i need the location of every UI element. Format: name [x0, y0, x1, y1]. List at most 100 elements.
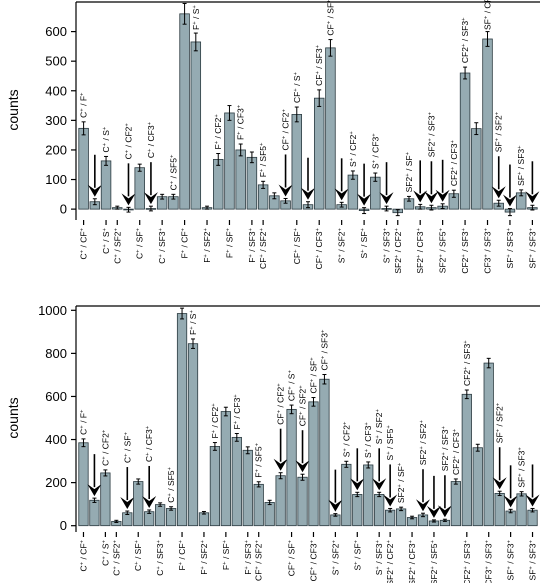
arrow-head	[503, 495, 518, 508]
x-tick-label: S+ / SF3+	[374, 539, 384, 575]
bar-annotation: CF2+ / CF3+	[449, 140, 459, 187]
x-tick-label: CF+ / SF2+	[258, 227, 268, 268]
bar	[341, 463, 352, 527]
bar	[176, 313, 188, 527]
bar-annotation: SF+ / SF2+	[494, 111, 504, 152]
bar-annotation: SF2+ / SF3+	[426, 112, 436, 158]
bar-annotation: CF+ / S+	[287, 370, 297, 402]
y-tick-label: 600	[45, 24, 67, 39]
bar-annotation: S+ / CF3+	[363, 422, 373, 458]
arrow-head	[491, 186, 506, 199]
bar	[224, 112, 235, 210]
bar	[231, 436, 242, 527]
x-tick-label: CF+ / SF+	[292, 227, 302, 264]
y-tick-label: 200	[45, 142, 67, 157]
x-tick-label: S+ / SF3+	[382, 227, 392, 263]
x-tick-label: CF+ / CF3+	[314, 227, 324, 269]
bar-annotation: C+ / CF3+	[146, 121, 156, 158]
bar	[472, 447, 483, 527]
bar	[385, 509, 396, 527]
bar-annotation: CF+ / CF2+	[276, 383, 286, 425]
x-tick-label: CF3+ / SF3+	[484, 539, 494, 583]
x-tick-label: SF2+ / CF3+	[407, 539, 417, 583]
bar-annotation: CF+ / S+	[292, 71, 302, 103]
bar-annotation: F+ / S+	[188, 310, 198, 335]
y-tick-label: 1000	[38, 303, 67, 318]
bar	[461, 393, 472, 527]
bar	[100, 472, 111, 527]
bar	[471, 128, 482, 210]
x-tick-label: CF2+ / SF3+	[460, 227, 470, 273]
arrow-head	[502, 194, 517, 207]
x-tick-label: C+ / S+	[100, 539, 110, 565]
bar	[291, 114, 303, 210]
arrow-head	[379, 192, 394, 205]
y-tick-label: 600	[45, 389, 67, 404]
bar	[325, 47, 336, 210]
x-tick-label: CF+ / SF+	[287, 539, 297, 576]
bar-annotation: S+ / CF2+	[348, 131, 358, 167]
bar	[450, 481, 461, 527]
bar-annotation: C+ / SF5+	[168, 154, 178, 190]
bar	[527, 509, 538, 527]
bar	[308, 401, 319, 527]
x-tick-label: SF2+ / SF5+	[429, 539, 439, 583]
x-tick-label: F+ / SF+	[221, 539, 231, 570]
bar	[134, 167, 145, 210]
bar	[370, 176, 381, 210]
panel-2: 0 200 400 600 800 1000 counts C+ / F+ C+ / CF+ C+…	[5, 303, 540, 586]
arrow-head	[435, 189, 450, 202]
bar	[246, 156, 258, 210]
bar-annotation: C+ / CF2+	[100, 429, 110, 466]
bar-annotation: SF+ / SF3+	[517, 447, 527, 488]
bar	[297, 476, 308, 527]
bar	[198, 512, 210, 527]
x-tick-label: C+ / SF+	[133, 539, 143, 571]
bar-annotation: S+ / CF2+	[341, 421, 351, 457]
bar-annotation: C+ / SF5+	[166, 466, 176, 502]
bar	[352, 494, 363, 527]
bar-annotation: F+ / S+	[191, 5, 201, 30]
arrow-head	[416, 499, 430, 512]
bar	[133, 481, 144, 527]
bar	[253, 483, 264, 527]
arrow-head	[120, 497, 135, 510]
bar-annotation: S+ / SF2+	[374, 408, 384, 444]
bar	[516, 493, 527, 527]
x-tick-label: CF3+ / SF3+	[483, 227, 493, 273]
x-tick-label: F+ / SF3+	[243, 539, 253, 574]
y-tick-label: 400	[45, 432, 67, 447]
bar	[494, 492, 505, 527]
bar-annotation: C+ / S+	[101, 126, 111, 152]
y-tick-label: 0	[60, 202, 67, 217]
bar	[89, 499, 100, 527]
x-tick-label: S+ / SF2+	[330, 539, 340, 575]
x-tick-label: F+ / CF+	[177, 539, 187, 570]
x-tick-label: C+ / SF+	[135, 227, 145, 259]
arrow-head	[87, 484, 102, 497]
x-tick-label: CF2+ / SF3+	[462, 539, 472, 583]
x-tick-label: SF2+ / CF2+	[393, 227, 403, 273]
bar-annotation: SF+ / CF3+	[483, 0, 493, 30]
arrow-head	[87, 184, 102, 197]
bar	[459, 72, 471, 210]
bar	[179, 13, 190, 210]
x-tick-label: F+ / SF2+	[202, 227, 212, 262]
bar-annotation: C+ / SF+	[122, 431, 132, 463]
x-tick-label: C+ / CF+	[78, 539, 88, 571]
x-tick-label: C+ / SF3+	[155, 539, 165, 575]
arrow-head	[525, 191, 540, 204]
x-tick-label: F+ / SF3+	[247, 227, 257, 262]
y-tick-label: 0	[60, 518, 67, 533]
bar	[395, 508, 407, 527]
x-tick-label: F+ / SF2+	[199, 539, 209, 574]
bar-annotation: SF+ / SF3+	[516, 145, 526, 186]
bar	[209, 446, 221, 527]
bar	[213, 159, 224, 210]
y-tick-label: 400	[45, 83, 67, 98]
arrow-head	[426, 505, 441, 518]
arrow-head	[492, 477, 507, 490]
bar-annotation: C+ / CF2+	[123, 123, 133, 160]
bar-annotation: CF2+ / SF3+	[460, 17, 470, 63]
